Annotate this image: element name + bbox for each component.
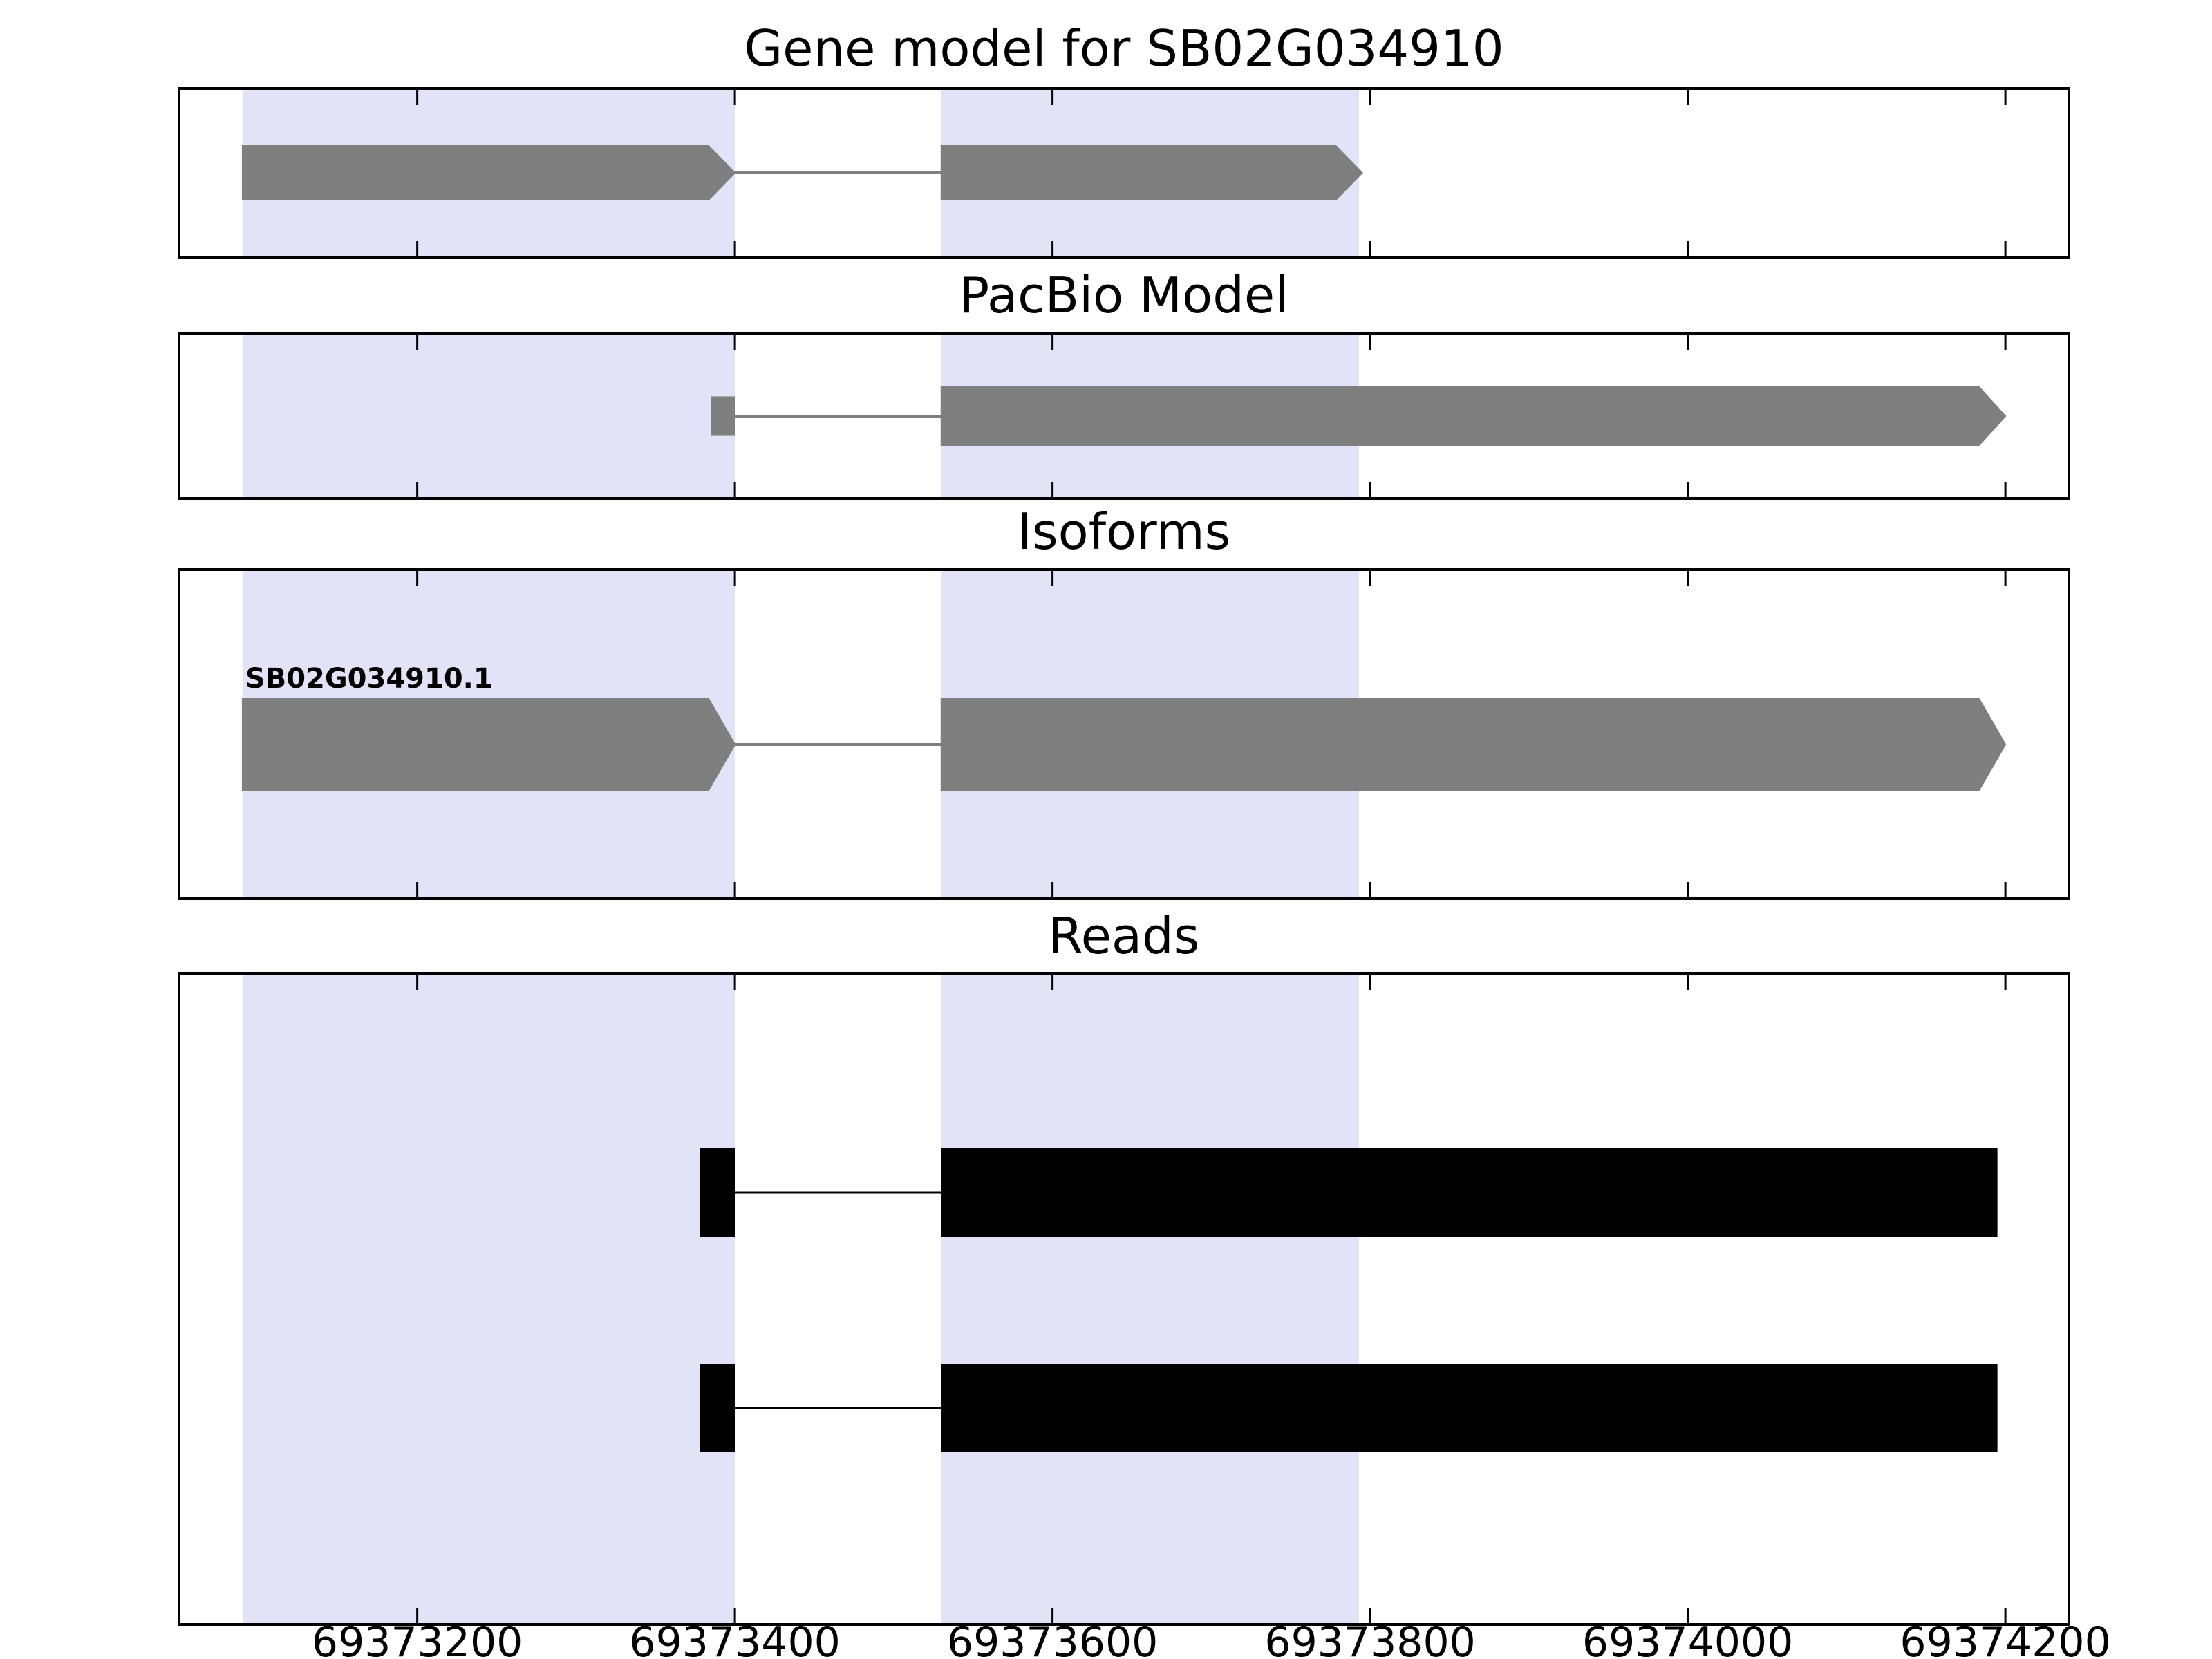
panel-border: [178, 568, 2070, 900]
exon-arrow: [241, 145, 736, 200]
x-axis-tick-label: 69374200: [1900, 1618, 2110, 1659]
exon: [700, 1148, 735, 1237]
x-axis-tick-label: 69373600: [947, 1618, 1158, 1659]
exon-arrow: [241, 698, 736, 791]
highlight-region: [941, 975, 1360, 1623]
panel-border: [178, 972, 2070, 1626]
exon: [711, 396, 735, 436]
exon: [700, 1364, 735, 1452]
highlight-region: [242, 335, 735, 497]
panel-title-isoforms: Isoforms: [1017, 503, 1231, 561]
panel-title-gene-model: Gene model for SB02G034910: [744, 19, 1504, 77]
x-axis-tick-label: 69373200: [312, 1618, 523, 1659]
panel-title-pacbio-model: PacBio Model: [959, 266, 1289, 324]
highlight-region: [242, 975, 735, 1623]
x-axis-tick-label: 69373800: [1264, 1618, 1475, 1659]
exon-arrow: [940, 698, 2007, 791]
isoform-label: SB02G034910.1: [245, 663, 493, 695]
exon: [941, 1148, 1998, 1237]
exon-arrow: [940, 145, 1364, 200]
panel-title-reads: Reads: [1048, 907, 1200, 965]
exon-arrow: [940, 386, 2007, 446]
x-axis-tick-label: 69374000: [1582, 1618, 1793, 1659]
panel-border: [178, 87, 2070, 259]
panel-border: [178, 332, 2070, 500]
x-axis-tick-label: 69373400: [629, 1618, 840, 1659]
exon: [941, 1364, 1998, 1452]
